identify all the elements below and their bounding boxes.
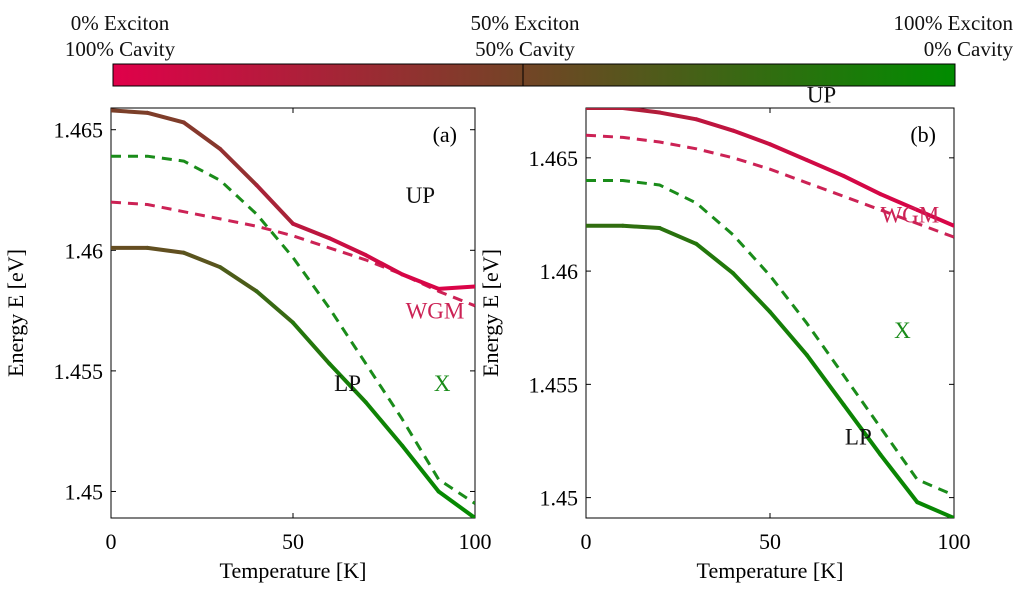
annotation-lp: LP — [334, 371, 361, 396]
series-segment — [436, 489, 475, 518]
y-tick-label: 1.465 — [529, 146, 579, 171]
series-segment — [841, 173, 883, 197]
colorbar-left-label: 0% Exciton 100% Cavity — [40, 10, 200, 62]
series-segment — [291, 320, 332, 366]
series-segment — [620, 223, 662, 231]
series-segment — [363, 253, 405, 277]
x-tick-label: 100 — [459, 529, 492, 554]
series-segment — [181, 250, 223, 270]
series-segment — [620, 108, 662, 115]
annotation-wgm: WGM — [880, 202, 939, 227]
x-tick-label: 100 — [938, 529, 971, 554]
series-lp-line — [111, 245, 475, 518]
series-wgm-line — [111, 200, 475, 308]
panel-b: 0 50 100 1.45 1.455 1.46 1.465 Temperature [K] E… — [478, 82, 971, 583]
panel-a: 0 50 100 1.45 1.455 1.46 1.465 Temperature [K] E… — [3, 107, 492, 583]
panel-label: (a) — [433, 122, 457, 147]
colorbar-left-line1: 0% Exciton — [70, 11, 170, 35]
series-segment — [768, 309, 809, 357]
series-segment — [841, 402, 883, 457]
series-segment — [327, 361, 368, 405]
series-segment — [915, 500, 954, 518]
series-segment — [436, 284, 475, 291]
annotation-up: UP — [406, 183, 435, 208]
colorbar-mid-label: 50% Exciton 50% Cavity — [440, 10, 610, 62]
series-segment — [694, 241, 736, 276]
series-wgm-line — [586, 133, 954, 239]
series-up-line — [586, 108, 954, 228]
series-segment — [327, 236, 368, 258]
colorbar-right-line2: 0% Cavity — [923, 37, 1013, 61]
x-tick-label: 0 — [581, 529, 592, 554]
series-segment — [218, 265, 259, 294]
x-axis-label: Temperature [K] — [697, 558, 844, 583]
colorbar-right-label: 100% Exciton 0% Cavity — [813, 10, 1013, 62]
series-segment — [657, 226, 699, 246]
series-segment — [111, 108, 150, 115]
series-segment — [768, 142, 809, 163]
colorbar — [112, 63, 956, 87]
series-segment — [657, 110, 699, 122]
colorbar-right-line1: 100% Exciton — [893, 11, 1013, 35]
series-up-line — [111, 108, 475, 291]
y-tick-label: 1.465 — [54, 118, 104, 143]
colorbar-mid-line2: 50% Cavity — [475, 37, 575, 61]
plot-area — [586, 108, 954, 518]
panel-label: (b) — [910, 122, 936, 147]
y-tick-label: 1.45 — [65, 479, 104, 504]
series-segment — [804, 352, 846, 407]
series-segment — [400, 272, 441, 291]
series-segment — [804, 158, 846, 178]
series-segment — [400, 443, 441, 494]
x-tick-label: 50 — [759, 529, 781, 554]
series-segment — [878, 192, 920, 212]
annotation-up: UP — [807, 82, 836, 107]
series-segment — [694, 117, 736, 133]
annotation-x: X — [434, 371, 451, 396]
colorbar-mid-line1: 50% Exciton — [470, 11, 580, 35]
plot-area — [111, 108, 475, 518]
series-segment — [145, 110, 186, 125]
series-x-line — [586, 179, 954, 497]
series-segment — [363, 400, 405, 448]
series-x-line — [111, 154, 475, 505]
series-lp-line — [586, 223, 954, 518]
series-segment — [878, 452, 920, 505]
y-axis-label: Energy E [eV] — [478, 249, 503, 377]
y-tick-label: 1.46 — [540, 259, 579, 284]
colorbar-left-line2: 100% Cavity — [64, 37, 176, 61]
series-segment — [145, 245, 186, 255]
series-segment — [181, 120, 223, 151]
x-axis-label: Temperature [K] — [220, 558, 367, 583]
series-segment — [291, 221, 332, 241]
annotation-lp: LP — [845, 424, 872, 449]
series-segment — [254, 289, 295, 325]
y-tick-label: 1.455 — [54, 359, 104, 384]
y-tick-label: 1.45 — [540, 486, 579, 511]
series-segment — [915, 207, 954, 228]
y-tick-label: 1.46 — [65, 238, 104, 263]
series-segment — [254, 183, 295, 226]
series-segment — [218, 147, 259, 188]
y-tick-label: 1.455 — [529, 372, 579, 397]
x-tick-label: 50 — [282, 529, 304, 554]
series-segment — [731, 128, 772, 147]
annotation-wgm: WGM — [406, 299, 465, 324]
colorbar-gradient — [112, 63, 956, 87]
x-tick-label: 0 — [106, 529, 117, 554]
annotation-x: X — [894, 318, 911, 343]
y-axis-label: Energy E [eV] — [3, 249, 28, 377]
series-segment — [731, 271, 772, 314]
